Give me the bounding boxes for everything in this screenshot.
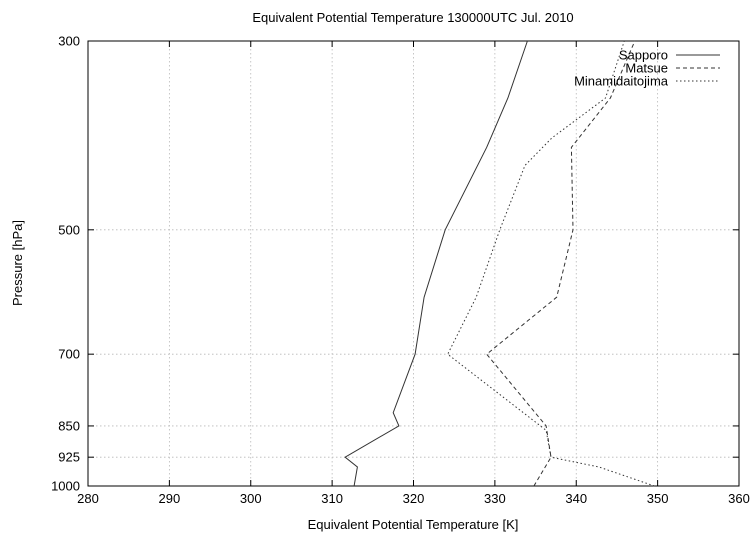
y-tick-label: 1000	[51, 479, 80, 494]
x-tick-label: 280	[77, 491, 99, 506]
x-tick-label: 300	[240, 491, 262, 506]
grid	[88, 41, 739, 486]
legend-label: Minamidaitojima	[574, 74, 669, 89]
series-line-minamidaitojima	[447, 40, 655, 487]
x-tick-label: 310	[321, 491, 343, 506]
y-axis-label: Pressure [hPa]	[10, 220, 25, 306]
x-tick-label: 340	[565, 491, 587, 506]
series-layer	[344, 40, 655, 487]
x-tick-label: 350	[647, 491, 669, 506]
y-tick-label: 700	[58, 347, 80, 362]
y-tick-label: 850	[58, 418, 80, 433]
series-line-matsue	[485, 40, 636, 487]
series-line-sapporo	[344, 40, 528, 487]
y-tick-label: 300	[58, 34, 80, 49]
x-tick-label: 320	[403, 491, 425, 506]
x-tick-label: 360	[728, 491, 750, 506]
x-tick-label: 330	[484, 491, 506, 506]
axis-ticks: 280 290 300 310 320 330 340 350 360 300 500 700 850 9…	[51, 34, 750, 507]
legend-label: Sapporo	[619, 48, 668, 63]
legend-label: Matsue	[625, 61, 668, 76]
plot-area	[87, 40, 740, 487]
chart-title: Equivalent Potential Temperature 130000U…	[252, 10, 573, 25]
y-tick-label: 925	[58, 450, 80, 465]
x-axis-label: Equivalent Potential Temperature [K]	[308, 517, 519, 532]
y-tick-label: 500	[58, 222, 80, 237]
x-tick-label: 290	[159, 491, 181, 506]
